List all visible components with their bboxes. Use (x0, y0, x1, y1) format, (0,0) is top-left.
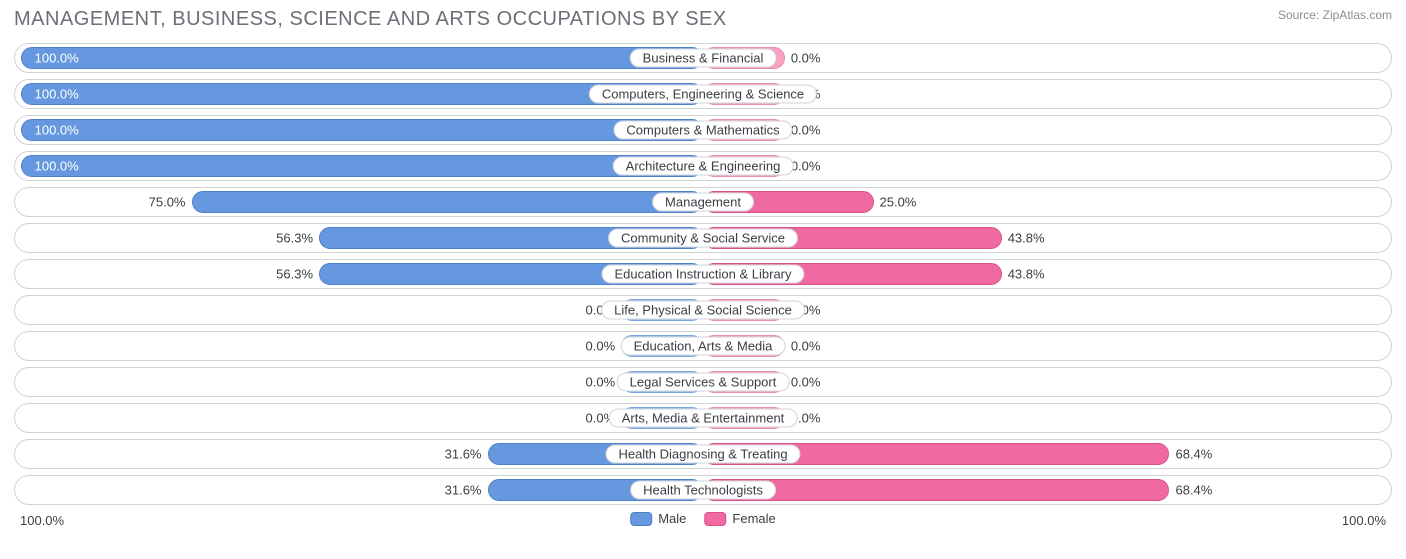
legend: Male Female (630, 511, 776, 526)
value-label-female: 68.4% (1175, 447, 1212, 462)
bar-area: 0.0%0.0%Life, Physical & Social Science (21, 299, 1385, 321)
value-label-female: 0.0% (791, 51, 821, 66)
table-row: 0.0%0.0%Arts, Media & Entertainment (14, 403, 1392, 433)
category-label: Computers, Engineering & Science (589, 85, 817, 104)
bar-male (21, 119, 703, 141)
axis-label-left: 100.0% (20, 513, 64, 528)
legend-item-female: Female (704, 511, 775, 526)
category-label: Life, Physical & Social Science (601, 301, 805, 320)
bar-area: 31.6% 68.4% Health Technologists (21, 479, 1385, 501)
bar-male (21, 155, 703, 177)
legend-label-male: Male (658, 511, 686, 526)
value-label-male: 56.3% (276, 231, 313, 246)
table-row: 31.6% 68.4% Health Diagnosing & Treating (14, 439, 1392, 469)
value-label-male: 100.0% (35, 159, 79, 174)
value-label-male: 75.0% (149, 195, 186, 210)
chart-header: MANAGEMENT, BUSINESS, SCIENCE AND ARTS O… (14, 8, 1392, 31)
table-row: 0.0%0.0%Life, Physical & Social Science (14, 295, 1392, 325)
bar-area: 75.0% 25.0% Management (21, 191, 1385, 213)
category-label: Business & Financial (630, 49, 777, 68)
legend-label-female: Female (732, 511, 775, 526)
value-label-female: 0.0% (791, 375, 821, 390)
table-row: 56.3% 43.8% Community & Social Service (14, 223, 1392, 253)
bar-area: 0.0% 0.0% Education, Arts & Media (21, 335, 1385, 357)
bar-area: 56.3% 43.8% Community & Social Service (21, 227, 1385, 249)
table-row: 0.0% 0.0% Education, Arts & Media (14, 331, 1392, 361)
table-row: 100.0% 0.0%Computers & Mathematics (14, 115, 1392, 145)
bar-area: 0.0%0.0%Arts, Media & Entertainment (21, 407, 1385, 429)
source-label: Source: (1278, 8, 1319, 22)
value-label-male: 0.0% (586, 339, 616, 354)
bar-area: 56.3% 43.8% Education Instruction & Librar… (21, 263, 1385, 285)
diverging-bar-chart: MANAGEMENT, BUSINESS, SCIENCE AND ARTS O… (0, 0, 1406, 559)
category-label: Education, Arts & Media (621, 337, 786, 356)
legend-swatch-male (630, 512, 652, 526)
category-label: Management (652, 193, 754, 212)
bar-area: 100.0% 0.0%Computers & Mathematics (21, 119, 1385, 141)
source-value: ZipAtlas.com (1323, 8, 1392, 22)
table-row: 31.6% 68.4% Health Technologists (14, 475, 1392, 505)
value-label-male: 100.0% (35, 51, 79, 66)
category-label: Health Diagnosing & Treating (605, 445, 800, 464)
chart-source: Source: ZipAtlas.com (1278, 8, 1392, 24)
value-label-female: 0.0% (791, 159, 821, 174)
bar-area: 31.6% 68.4% Health Diagnosing & Treating (21, 443, 1385, 465)
table-row: 100.0% 0.0% Business & Financial (14, 43, 1392, 73)
value-label-male: 56.3% (276, 267, 313, 282)
chart-rows: 100.0%0.0%Business & Financial100.0%0.0%… (14, 43, 1392, 505)
legend-swatch-female (704, 512, 726, 526)
category-label: Education Instruction & Library (601, 265, 804, 284)
bar-male (21, 47, 703, 69)
chart-footer: 100.0% Male Female 100.0% (14, 511, 1392, 537)
bar-area: 100.0%0.0%Computers, Engineering & Scien… (21, 83, 1385, 105)
axis-label-right: 100.0% (1342, 513, 1386, 528)
category-label: Health Technologists (630, 481, 776, 500)
value-label-female: 0.0% (791, 123, 821, 138)
category-label: Architecture & Engineering (613, 157, 794, 176)
bar-area: 100.0% 0.0%Architecture & Engineering (21, 155, 1385, 177)
bar-area: 0.0% 0.0%Legal Services & Support (21, 371, 1385, 393)
category-label: Legal Services & Support (617, 373, 790, 392)
value-label-female: 0.0% (791, 339, 821, 354)
legend-item-male: Male (630, 511, 686, 526)
table-row: 75.0% 25.0% Management (14, 187, 1392, 217)
bar-area: 100.0% 0.0% Business & Financial (21, 47, 1385, 69)
value-label-male: 0.0% (586, 375, 616, 390)
table-row: 56.3% 43.8% Education Instruction & Librar… (14, 259, 1392, 289)
chart-title: MANAGEMENT, BUSINESS, SCIENCE AND ARTS O… (14, 8, 727, 31)
table-row: 100.0% 0.0%Architecture & Engineering (14, 151, 1392, 181)
table-row: 0.0% 0.0%Legal Services & Support (14, 367, 1392, 397)
value-label-male: 31.6% (445, 483, 482, 498)
category-label: Arts, Media & Entertainment (609, 409, 798, 428)
value-label-female: 68.4% (1175, 483, 1212, 498)
table-row: 100.0%0.0%Computers, Engineering & Scien… (14, 79, 1392, 109)
category-label: Community & Social Service (608, 229, 798, 248)
value-label-male: 31.6% (445, 447, 482, 462)
category-label: Computers & Mathematics (613, 121, 792, 140)
value-label-male: 100.0% (35, 87, 79, 102)
value-label-female: 25.0% (880, 195, 917, 210)
value-label-male: 100.0% (35, 123, 79, 138)
value-label-female: 43.8% (1008, 231, 1045, 246)
bar-male (192, 191, 704, 213)
value-label-female: 43.8% (1008, 267, 1045, 282)
